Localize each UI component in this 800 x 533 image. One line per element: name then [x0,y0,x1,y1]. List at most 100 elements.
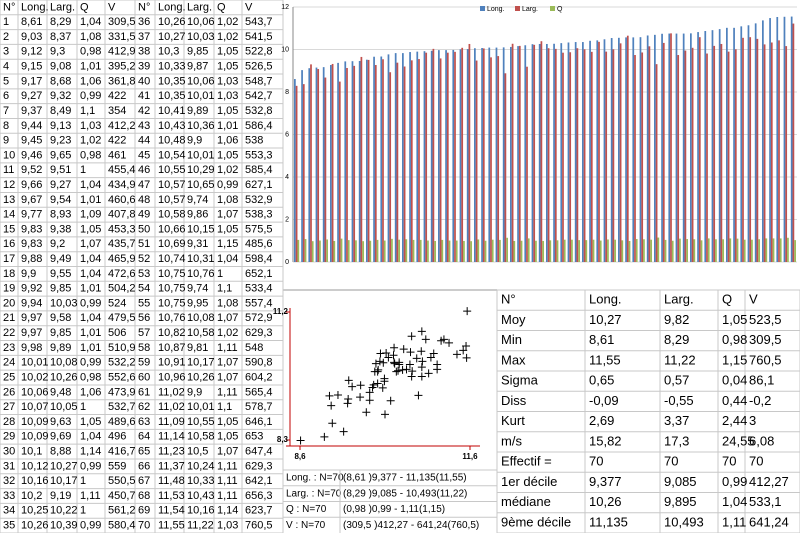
table-cell: 496 [108,431,126,443]
bar [517,46,519,262]
bar [711,30,714,262]
stats-cell: Moy [501,312,526,327]
bar [448,240,451,262]
y-tick-label: 0 [285,259,289,266]
table-cell: 8,37 [50,31,71,43]
table-cell: 1,06 [217,135,238,147]
table-cell: 10,26 [158,16,186,28]
table-cell: 1,04 [80,179,101,191]
table-cell: 524 [108,297,126,309]
table-cell: 1,03 [80,120,101,132]
scatter-point [429,349,438,358]
bar [547,48,550,262]
bar [360,56,363,262]
bar [427,240,429,262]
scatter-point [459,346,468,355]
table-cell: 541,5 [245,31,273,43]
stats-cell: 523,5 [749,312,782,327]
bar [626,35,629,262]
scatter-point [333,390,342,399]
table-cell: 10,31 [187,253,215,265]
scatter-point [320,432,329,441]
table-cell: 9,95 [187,297,208,309]
bar [635,239,638,262]
bar [664,239,667,262]
table-cell: 54 [138,283,150,295]
bar [554,48,557,262]
table-cell: 656,3 [245,490,273,502]
bar [315,67,318,262]
table-cell: 58 [138,342,150,354]
table-cell: 522,8 [245,46,273,58]
table-cell: 41 [138,90,150,102]
table-cell: 479,5 [108,312,136,324]
table-cell: 7 [3,105,9,117]
table-cell: 585,4 [245,164,273,176]
scatter-point [356,381,365,390]
column-header: Q [217,1,226,13]
bar [358,60,361,262]
bar [662,42,665,262]
table-cell: 1,05 [217,431,238,443]
bar [792,23,795,263]
bar [621,240,624,262]
table-cell: 10,25 [21,505,49,517]
column-header: N° [138,1,150,13]
table-cell: 1,07 [80,238,101,250]
bar [366,59,368,263]
bar [590,51,593,263]
table-cell: 1,03 [217,90,238,102]
bar [484,240,487,262]
bar [779,238,782,262]
table-cell: 10,27 [50,460,78,472]
bar [344,61,347,263]
bar [490,57,492,262]
table-cell: 62 [138,401,150,413]
table-cell: 10,33 [187,475,215,487]
table-cell: 10,17 [187,357,215,369]
legend-label: Larg. [522,6,538,13]
bar [518,45,521,263]
table-cell: 0,99 [80,90,101,102]
bar [743,239,746,262]
bar [769,18,771,262]
column-header: N° [3,1,15,13]
table-cell: 1,05 [80,416,101,428]
table-cell: 34 [3,505,15,517]
bar [452,49,455,262]
table-cell: 627,1 [245,179,273,191]
stats-cell: 0,04 [722,373,747,388]
table-cell: 548,7 [245,75,273,87]
stats-cell: 1,05 [722,312,747,327]
table-cell: 559 [108,460,126,472]
stats-cell: 412,27 [749,474,789,489]
bar [355,240,357,262]
table-cell: 395,2 [108,61,136,73]
stats-cell: 70 [664,454,678,469]
stats-cell: 1,04 [722,494,747,509]
bar [461,47,464,262]
table-cell: 1,05 [217,223,238,235]
scatter-point [462,341,471,350]
bar [369,240,372,262]
table-cell: 533,4 [245,283,273,295]
scatter-point [390,359,399,368]
table-cell: 14 [3,209,15,221]
bar [506,237,508,262]
table-cell: 9,92 [21,283,42,295]
table-cell: 9,86 [187,209,208,221]
scatter-point [433,360,442,369]
table-cell: 9,27 [21,90,42,102]
table-cell: 510,9 [108,342,136,354]
table-cell: 8,49 [50,105,71,117]
table-cell: 12 [3,179,15,191]
table-cell: 22 [3,327,15,339]
bar [693,239,696,262]
bar [531,44,534,262]
table-cell: 10,01 [187,149,215,161]
table-cell: 11,09 [158,416,185,428]
table-cell: 9,85 [50,327,71,339]
table-cell: 10,16 [21,475,49,487]
table-cell: 15 [3,223,15,235]
table-cell: 9,15 [21,61,42,73]
